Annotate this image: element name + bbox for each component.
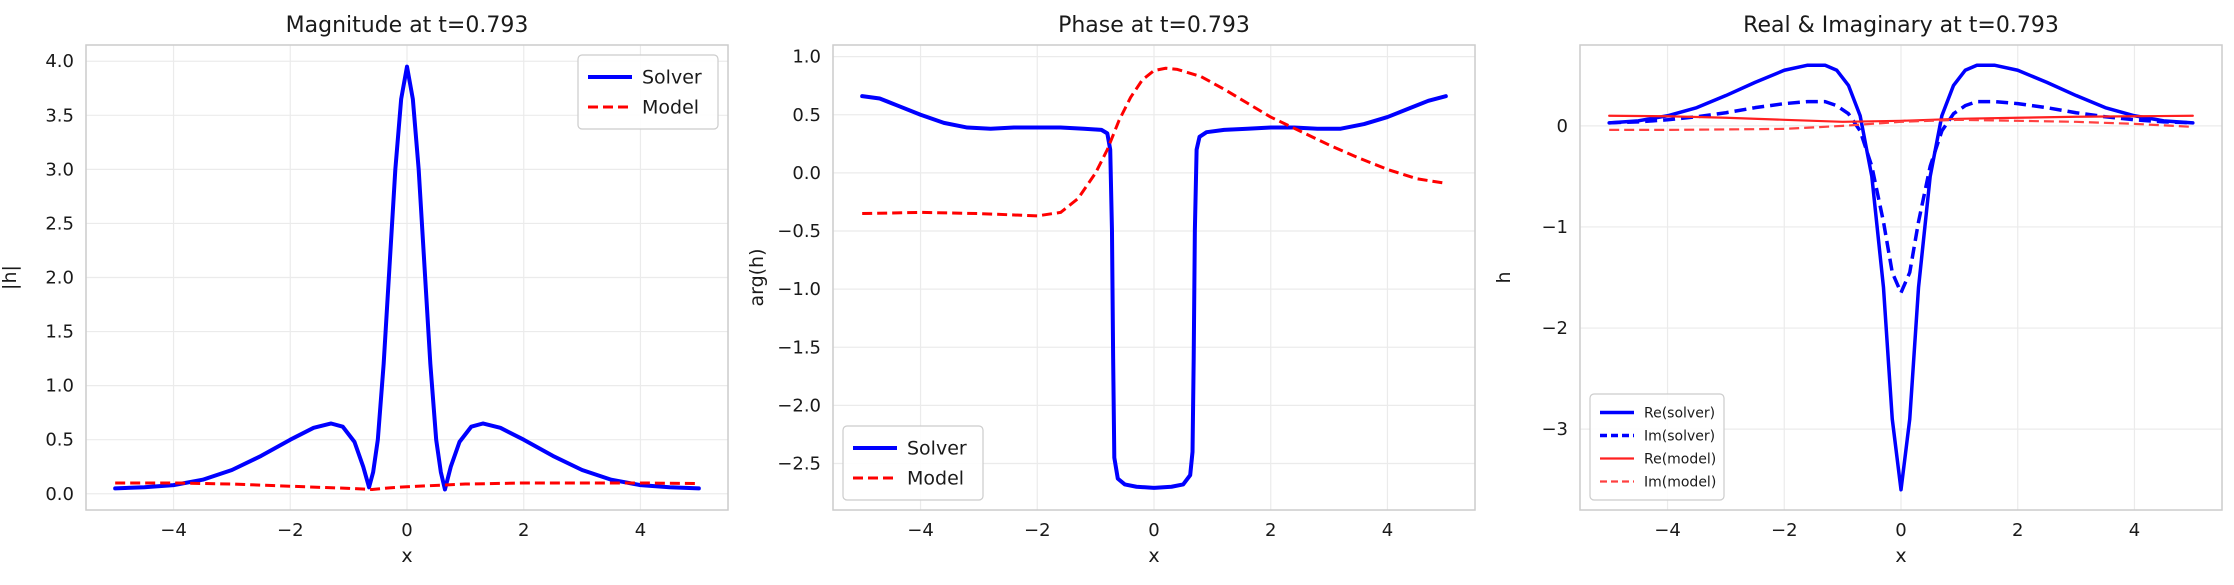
y-tick-label: −2 (1541, 318, 1568, 339)
series-line-Re(solver) (1607, 63, 2195, 492)
y-tick-label: −1.0 (777, 279, 821, 300)
y-tick-label: −1 (1541, 217, 1568, 238)
legend-box (842, 425, 984, 501)
legend-label: Solver (642, 67, 702, 89)
chart-title: Phase at t=0.793 (1058, 13, 1250, 38)
x-tick-label: 0 (401, 520, 412, 541)
y-tick-label: 1.5 (45, 322, 74, 343)
x-tick-label: −2 (1771, 520, 1798, 541)
legend: Solver Model (842, 425, 984, 501)
x-tick-label: −2 (277, 520, 304, 541)
y-tick-label: 0.5 (792, 105, 821, 126)
chart-title: Magnitude at t=0.793 (286, 13, 529, 38)
y-tick-label: 4.0 (45, 51, 74, 72)
x-axis-label: x (1148, 545, 1159, 567)
x-tick-label: 2 (2012, 520, 2023, 541)
series-group (113, 64, 701, 492)
legend-box (1589, 393, 1725, 501)
y-tick-label: 3.5 (45, 105, 74, 126)
series-line-Im(solver) (1609, 99, 2193, 295)
chart-title: Real & Imaginary at t=0.793 (1743, 13, 2059, 38)
y-axis-label: arg(h) (746, 248, 768, 306)
x-tick-label: 0 (1148, 520, 1159, 541)
series-line-Model (115, 481, 699, 491)
y-tick-label: 2.5 (45, 213, 74, 234)
legend-label: Re(solver) (1644, 405, 1715, 421)
y-tick-label: −3 (1541, 419, 1568, 440)
y-tick-label: 0.5 (45, 430, 74, 451)
y-tick-label: 0 (1557, 116, 1568, 137)
legend-box (577, 54, 719, 130)
y-tick-label: 0.0 (792, 163, 821, 184)
axes-frame (832, 44, 1476, 511)
y-tick-label: −0.5 (777, 221, 821, 242)
legend: Re(solver) Im(solver) Re(model) Im(model) (1589, 393, 1725, 501)
legend-label: Im(model) (1644, 474, 1716, 490)
x-tick-label: 4 (2129, 520, 2140, 541)
x-tick-label: −4 (1654, 520, 1681, 541)
y-tick-label: 3.0 (45, 159, 74, 180)
series-line-Model (862, 66, 1447, 218)
legend-label: Im(solver) (1644, 428, 1715, 444)
x-axis-label: x (1895, 545, 1906, 567)
x-tick-label: −4 (160, 520, 187, 541)
axes-frame (85, 44, 729, 511)
y-tick-label: 0.0 (45, 484, 74, 505)
legend-label: Model (642, 97, 699, 119)
y-tick-label: 2.0 (45, 268, 74, 289)
y-axis-label: h (1493, 271, 1515, 283)
legend-label: Model (907, 468, 964, 490)
series-line-Solver (113, 64, 701, 492)
x-tick-label: 2 (1265, 520, 1276, 541)
chart-panel-2: −4 −2 0 2 4 −2.5 −2.0 −1.5 −1.0 −0.5 0.0 0.5 1.0 Phas… (746, 13, 1476, 567)
x-axis-label: x (401, 545, 412, 567)
series-group (860, 66, 1448, 490)
x-tick-label: 2 (518, 520, 529, 541)
series-line-Solver (860, 94, 1448, 490)
y-tick-label: −2.5 (777, 454, 821, 475)
chart-panel-1: −4 −2 0 2 4 0.0 0.5 1.0 1.5 2.0 2.5 3.0 3.5 4.0 Magnit… (0, 13, 729, 567)
x-tick-label: −4 (907, 520, 934, 541)
x-tick-label: 4 (1382, 520, 1393, 541)
y-tick-label: 1.0 (45, 376, 74, 397)
x-tick-label: 0 (1895, 520, 1906, 541)
x-tick-label: 4 (635, 520, 646, 541)
y-tick-label: −2.0 (777, 395, 821, 416)
y-tick-label: −1.5 (777, 337, 821, 358)
y-tick-label: 1.0 (792, 47, 821, 68)
y-axis-label: |h| (0, 265, 21, 290)
axes-frame (1579, 44, 2223, 511)
chart-panel-3: −4 −2 0 2 4 −3 −2 −1 0 Real & Imaginary at t=0.79… (1493, 13, 2223, 567)
legend-label: Solver (907, 438, 967, 460)
x-tick-label: −2 (1024, 520, 1051, 541)
series-group (1607, 63, 2195, 492)
legend-label: Re(model) (1644, 451, 1716, 467)
legend: Solver Model (577, 54, 719, 130)
series-line-Im(model) (1609, 118, 2193, 132)
